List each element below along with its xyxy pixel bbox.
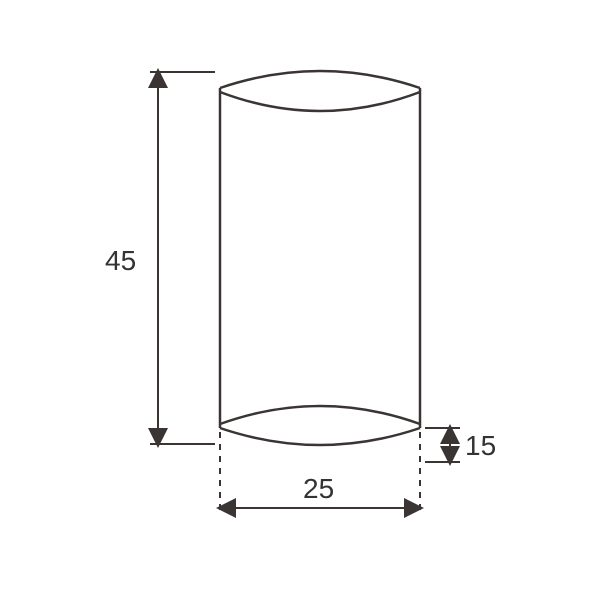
drawing-canvas: 45 25 15 bbox=[0, 0, 600, 600]
dimension-height-label: 45 bbox=[105, 245, 136, 276]
main-shape bbox=[220, 71, 420, 445]
dimension-arc bbox=[425, 428, 460, 462]
dimension-arc-label: 15 bbox=[465, 430, 496, 461]
dimension-width-label: 25 bbox=[303, 473, 334, 504]
technical-drawing-svg: 45 25 15 bbox=[0, 0, 600, 600]
dimension-height bbox=[150, 72, 215, 444]
